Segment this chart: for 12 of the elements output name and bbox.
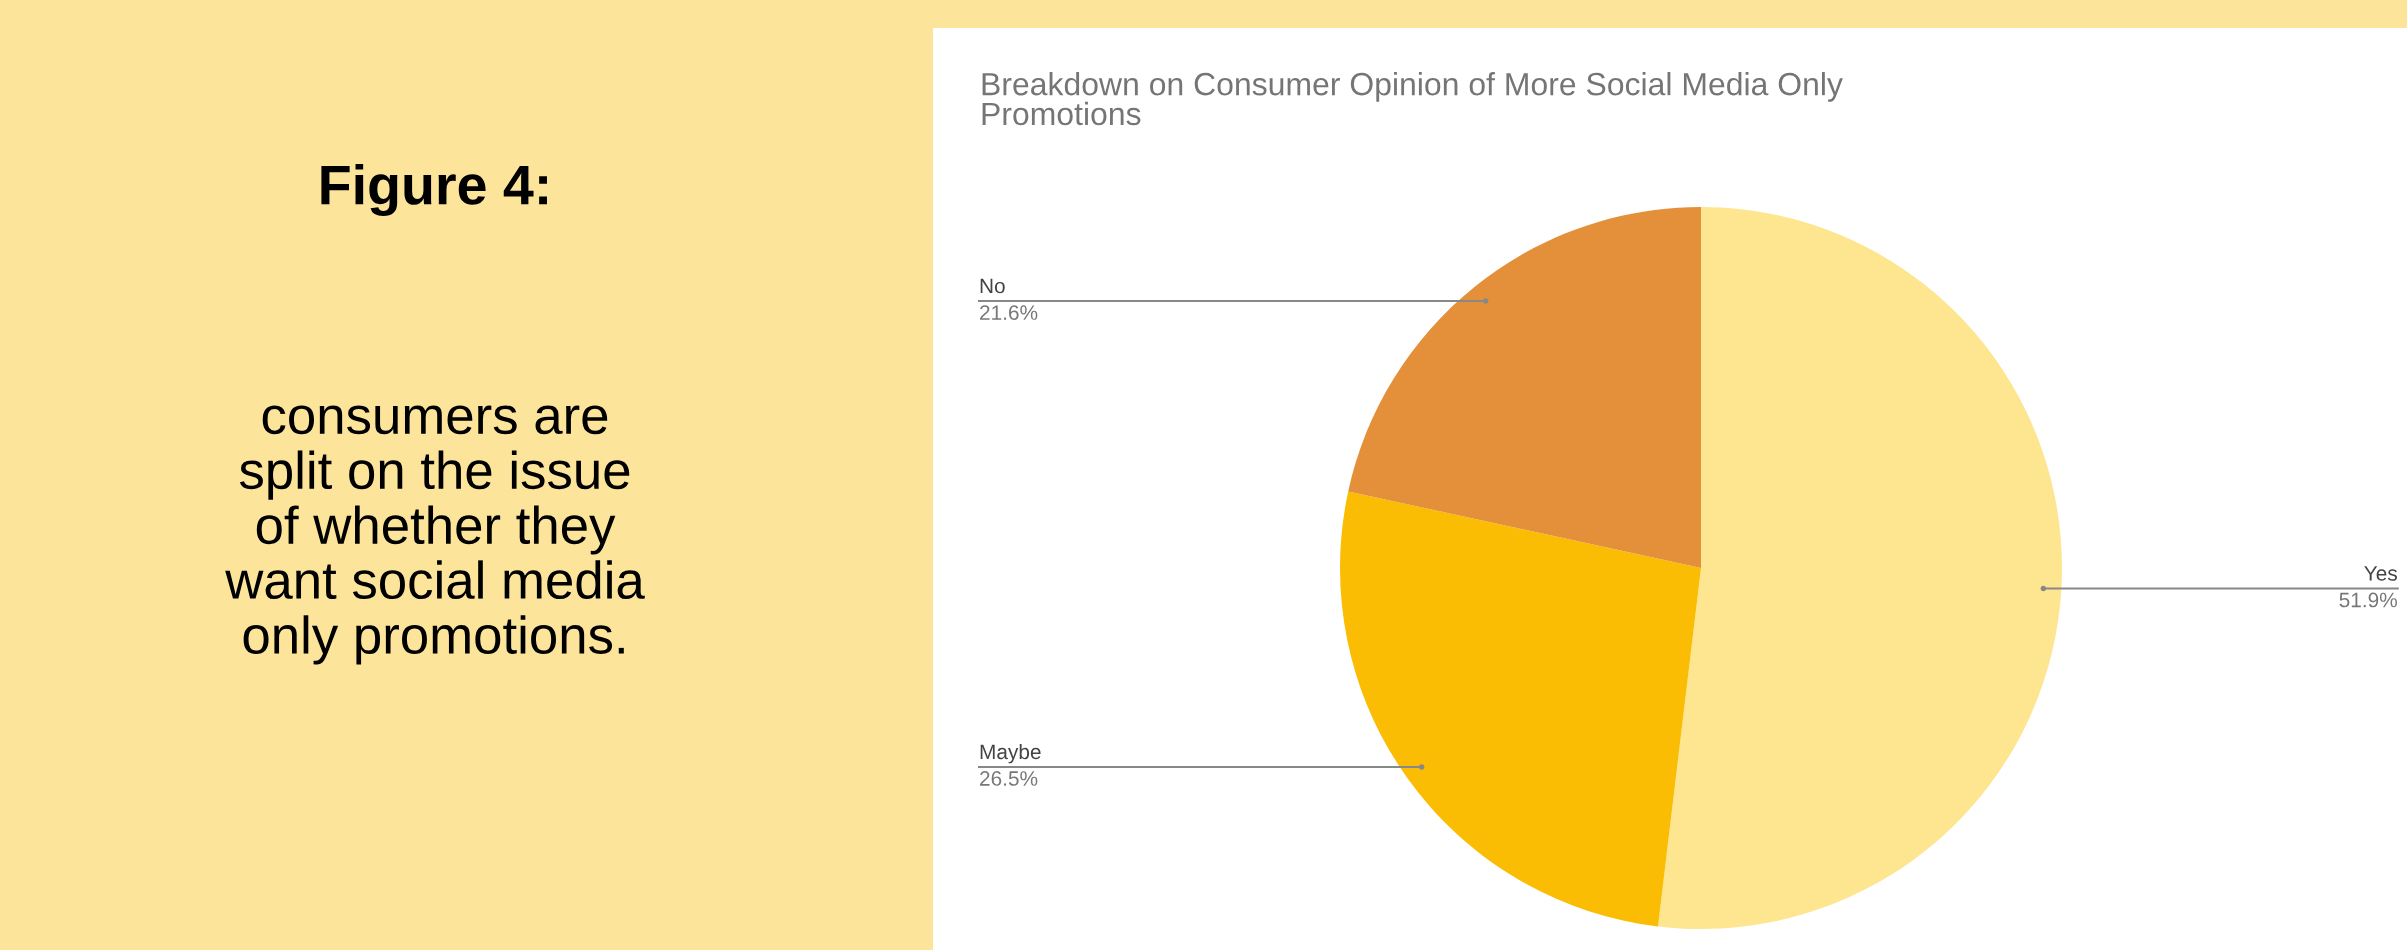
data-label: 26.5% bbox=[980, 771, 1038, 786]
caption: Figure 4: bbox=[321, 163, 547, 217]
data-label: 51.9% bbox=[2339, 592, 2397, 608]
text: consumers are split on the issue of whether they want social media only promotions. bbox=[225, 405, 645, 665]
pie-slice bbox=[1348, 207, 1701, 568]
pie-slice bbox=[1658, 207, 2062, 929]
pie-slice bbox=[1340, 491, 1701, 927]
slice-label: Yes bbox=[2364, 566, 2397, 581]
slice-label: Maybe bbox=[980, 743, 1041, 764]
data-label: 21.6% bbox=[980, 305, 1038, 320]
slice-label: No bbox=[980, 278, 1005, 294]
chart-title: Breakdown on Consumer Opinion of More Social Media Only Promotions bbox=[982, 72, 1843, 126]
